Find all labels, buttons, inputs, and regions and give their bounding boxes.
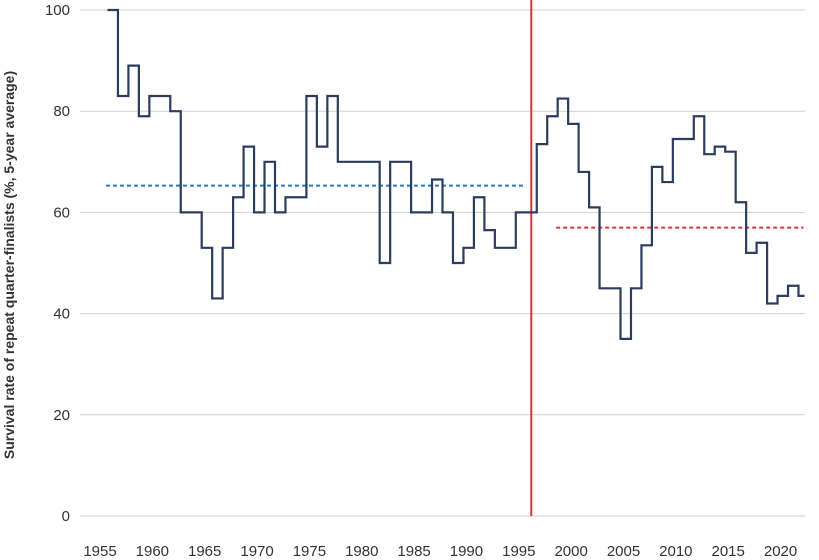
y-tick-20: 20 xyxy=(53,407,70,424)
x-tick-2010: 2010 xyxy=(659,543,692,560)
x-tick-1960: 1960 xyxy=(136,543,169,560)
y-axis-label: Survival rate of repeat quarter-finalist… xyxy=(1,71,17,459)
x-tick-1975: 1975 xyxy=(293,543,326,560)
x-tick-1990: 1990 xyxy=(450,543,483,560)
x-tick-1965: 1965 xyxy=(188,543,221,560)
y-tick-0: 0 xyxy=(62,508,70,525)
y-tick-100: 100 xyxy=(45,2,70,19)
x-tick-1995: 1995 xyxy=(502,543,535,560)
grid-lines xyxy=(80,9,805,517)
x-tick-1980: 1980 xyxy=(345,543,378,560)
series-line-0 xyxy=(107,8,805,340)
x-tick-1955: 1955 xyxy=(83,543,116,560)
series-layer xyxy=(107,8,805,340)
x-tick-1970: 1970 xyxy=(240,543,273,560)
x-tick-2000: 2000 xyxy=(554,543,587,560)
y-tick-40: 40 xyxy=(53,306,70,323)
y-tick-labels: 0 20 40 60 80 100 xyxy=(45,2,70,525)
x-tick-1985: 1985 xyxy=(397,543,430,560)
x-tick-2020: 2020 xyxy=(764,543,797,560)
y-tick-80: 80 xyxy=(53,103,70,120)
y-tick-60: 60 xyxy=(53,204,70,221)
reference-lines xyxy=(106,0,804,516)
x-tick-labels: 1955 1960 1965 1970 1975 1980 1985 1990 1995 2000… xyxy=(83,543,797,560)
x-tick-2005: 2005 xyxy=(607,543,640,560)
x-tick-2015: 2015 xyxy=(712,543,745,560)
